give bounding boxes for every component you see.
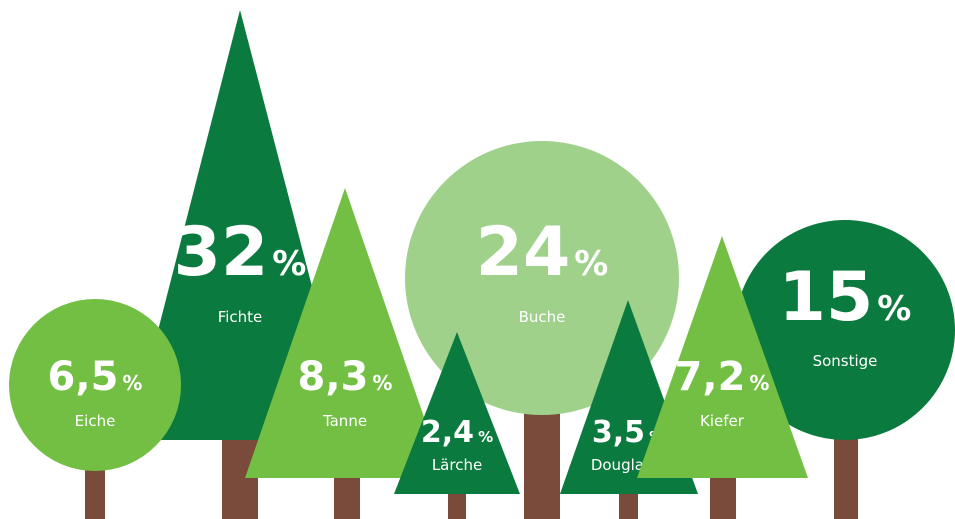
trunk xyxy=(834,430,858,519)
share-unit: % xyxy=(574,244,608,284)
share-unit: % xyxy=(372,371,392,395)
trunk xyxy=(334,478,360,519)
share-value: 8,3 xyxy=(298,354,369,400)
trunk xyxy=(85,465,105,519)
share-value: 3,5 xyxy=(592,415,645,450)
trunk xyxy=(619,494,638,519)
share-value: 7,2 xyxy=(675,354,746,400)
share-unit: % xyxy=(272,244,306,284)
share-value: 2,4 xyxy=(421,415,474,450)
share-value: 15 xyxy=(779,258,874,337)
share-unit: % xyxy=(877,289,911,329)
tree: 6,5% Eiche xyxy=(9,299,181,519)
share-value: 24 xyxy=(476,213,571,292)
species-name: Buche xyxy=(519,308,566,326)
share-value: 32 xyxy=(174,213,269,292)
page: 32% Fichte 24% Buche 15% Sonstige 6,5% Eiche 8,3… xyxy=(0,0,955,519)
species-name: Lärche xyxy=(432,456,482,474)
trunk xyxy=(222,440,258,519)
trunk xyxy=(448,494,466,519)
species-name: Kiefer xyxy=(700,412,745,430)
species-name: Tanne xyxy=(322,412,367,430)
share-unit: % xyxy=(122,371,142,395)
species-name: Sonstige xyxy=(813,352,878,370)
share-unit: % xyxy=(478,428,493,446)
species-name: Eiche xyxy=(75,412,116,430)
trunk xyxy=(524,400,560,519)
species-name: Fichte xyxy=(218,308,263,326)
infographic: 32% Fichte 24% Buche 15% Sonstige 6,5% Eiche 8,3… xyxy=(0,0,955,519)
share-unit: % xyxy=(749,371,769,395)
share-value: 6,5 xyxy=(48,354,119,400)
trunk xyxy=(710,478,736,519)
